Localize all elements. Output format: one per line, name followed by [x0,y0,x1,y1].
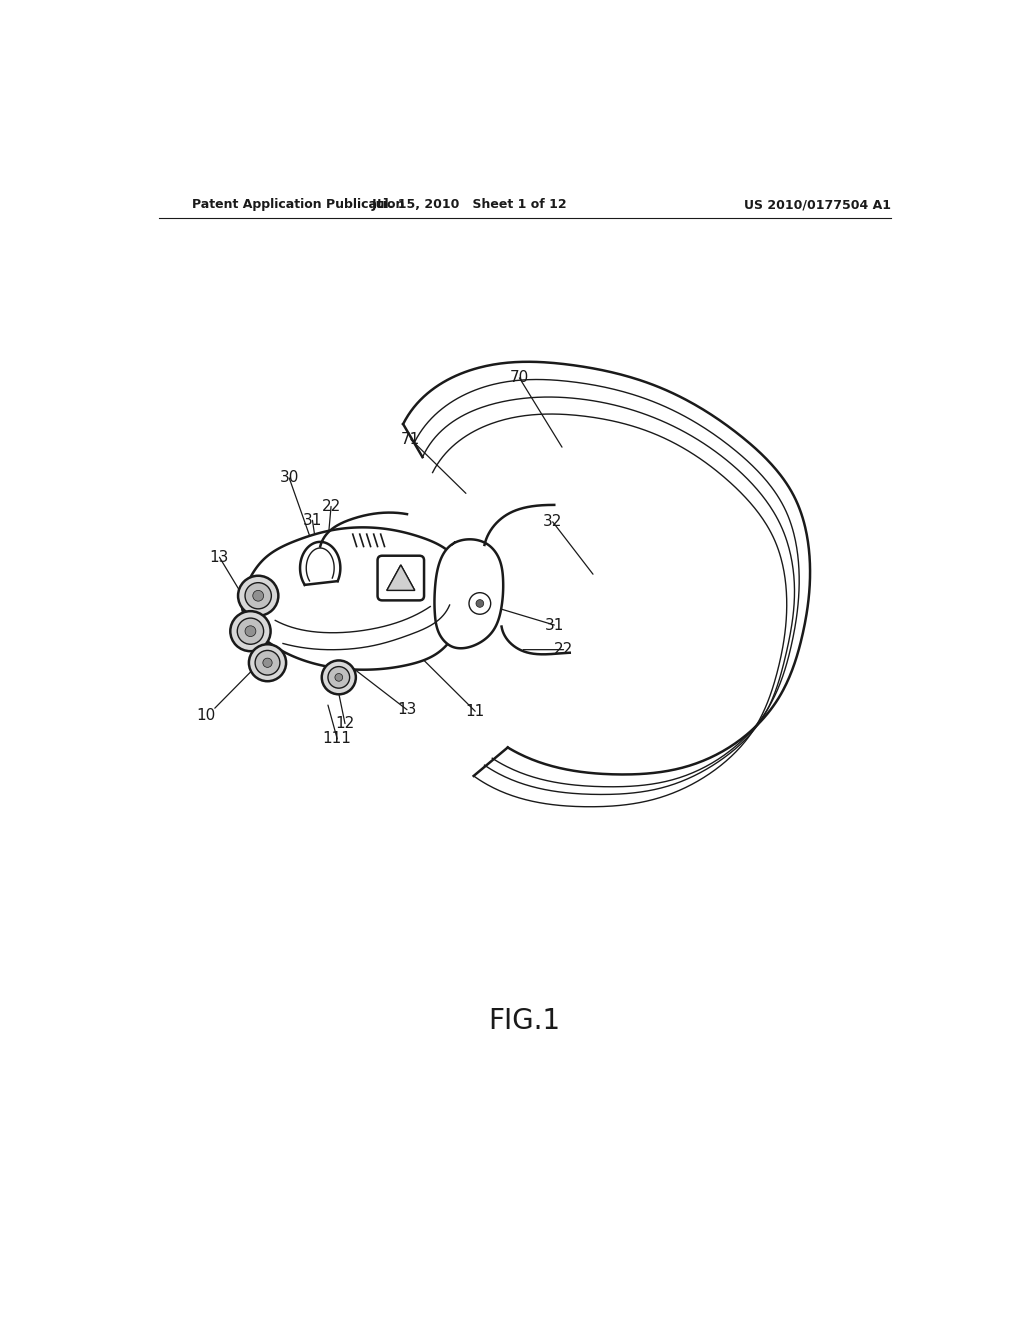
Circle shape [249,644,286,681]
Circle shape [245,626,256,636]
Text: 13: 13 [210,549,229,565]
Polygon shape [387,565,415,590]
Polygon shape [434,540,503,648]
Polygon shape [242,528,467,669]
Text: 31: 31 [303,512,323,528]
Text: FIG.1: FIG.1 [488,1007,561,1035]
Circle shape [238,618,263,644]
Text: 70: 70 [510,371,529,385]
Text: 12: 12 [336,715,354,731]
Text: 71: 71 [401,432,421,447]
Text: 31: 31 [545,618,564,632]
Polygon shape [387,565,415,590]
Circle shape [476,599,483,607]
Circle shape [238,576,279,615]
Circle shape [469,593,490,614]
Text: 32: 32 [543,515,562,529]
Text: 10: 10 [196,709,215,723]
Circle shape [253,590,263,601]
Text: Patent Application Publication: Patent Application Publication [191,198,403,211]
Circle shape [230,611,270,651]
Circle shape [335,673,343,681]
Circle shape [322,660,356,694]
Text: 13: 13 [397,702,417,717]
Text: 111: 111 [323,731,351,747]
Circle shape [245,582,271,609]
Text: Jul. 15, 2010   Sheet 1 of 12: Jul. 15, 2010 Sheet 1 of 12 [371,198,567,211]
Text: 22: 22 [554,642,573,657]
Text: 11: 11 [466,704,484,719]
Circle shape [263,659,272,668]
Text: 22: 22 [322,499,341,513]
Circle shape [328,667,349,688]
Text: 30: 30 [280,470,299,486]
FancyBboxPatch shape [378,556,424,601]
Text: US 2010/0177504 A1: US 2010/0177504 A1 [744,198,891,211]
Circle shape [255,651,280,675]
